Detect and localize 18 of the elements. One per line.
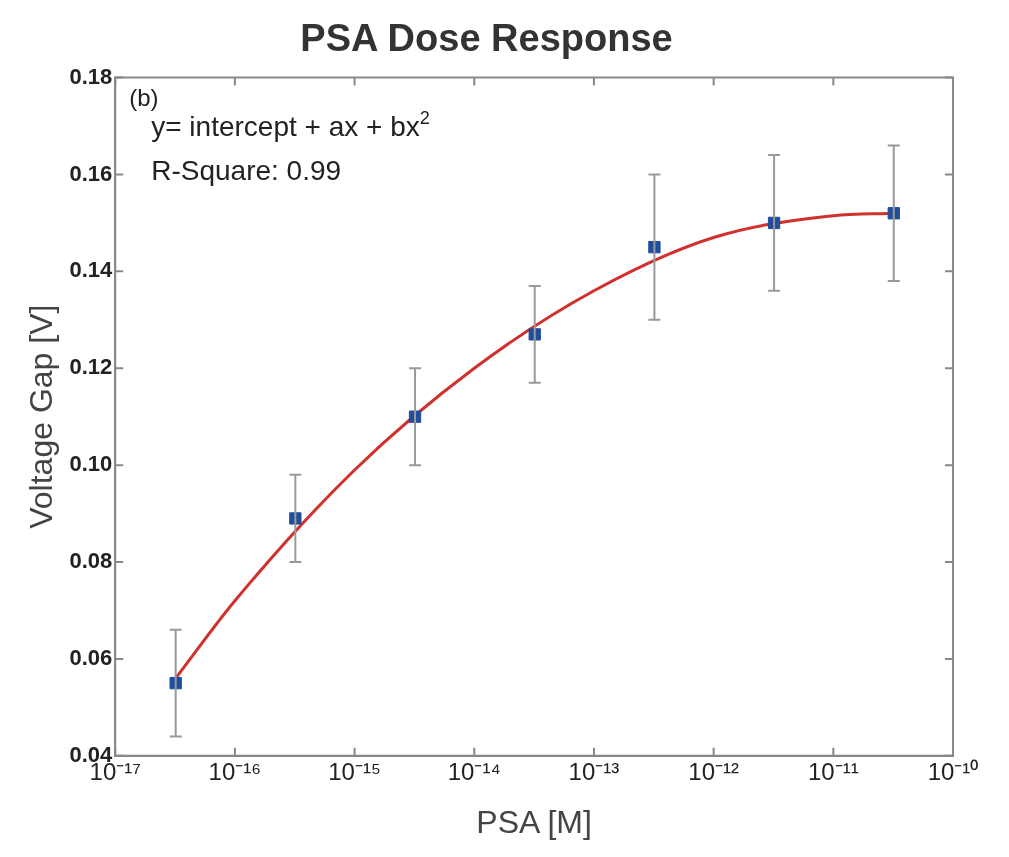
x-tick-label: 10⁻¹⁰ bbox=[927, 757, 979, 785]
x-tick-label: 10⁻¹¹ bbox=[807, 757, 859, 785]
x-tick-label: 10⁻¹⁵ bbox=[328, 757, 381, 785]
annotation: R-Square: 0.99 bbox=[151, 154, 342, 186]
y-tick-label: 0.18 bbox=[69, 63, 113, 89]
y-axis-title: Voltage Gap [V] bbox=[23, 304, 60, 529]
y-tick-label: 0.16 bbox=[69, 160, 113, 186]
y-tick-label: 0.10 bbox=[69, 451, 113, 477]
y-tick-label: 0.12 bbox=[69, 354, 113, 380]
chart-title: PSA Dose Response bbox=[300, 17, 673, 60]
y-tick-label: 0.08 bbox=[69, 548, 113, 574]
x-axis-title: PSA [M] bbox=[476, 803, 592, 840]
x-tick-label: 10⁻¹³ bbox=[568, 757, 620, 785]
y-tick-label: 0.06 bbox=[69, 644, 113, 670]
y-tick-label: 0.14 bbox=[69, 257, 113, 283]
x-tick-label: 10⁻¹⁶ bbox=[208, 757, 262, 785]
x-tick-label: 10⁻¹⁴ bbox=[447, 757, 501, 785]
x-tick-label: 10⁻¹² bbox=[688, 757, 739, 785]
